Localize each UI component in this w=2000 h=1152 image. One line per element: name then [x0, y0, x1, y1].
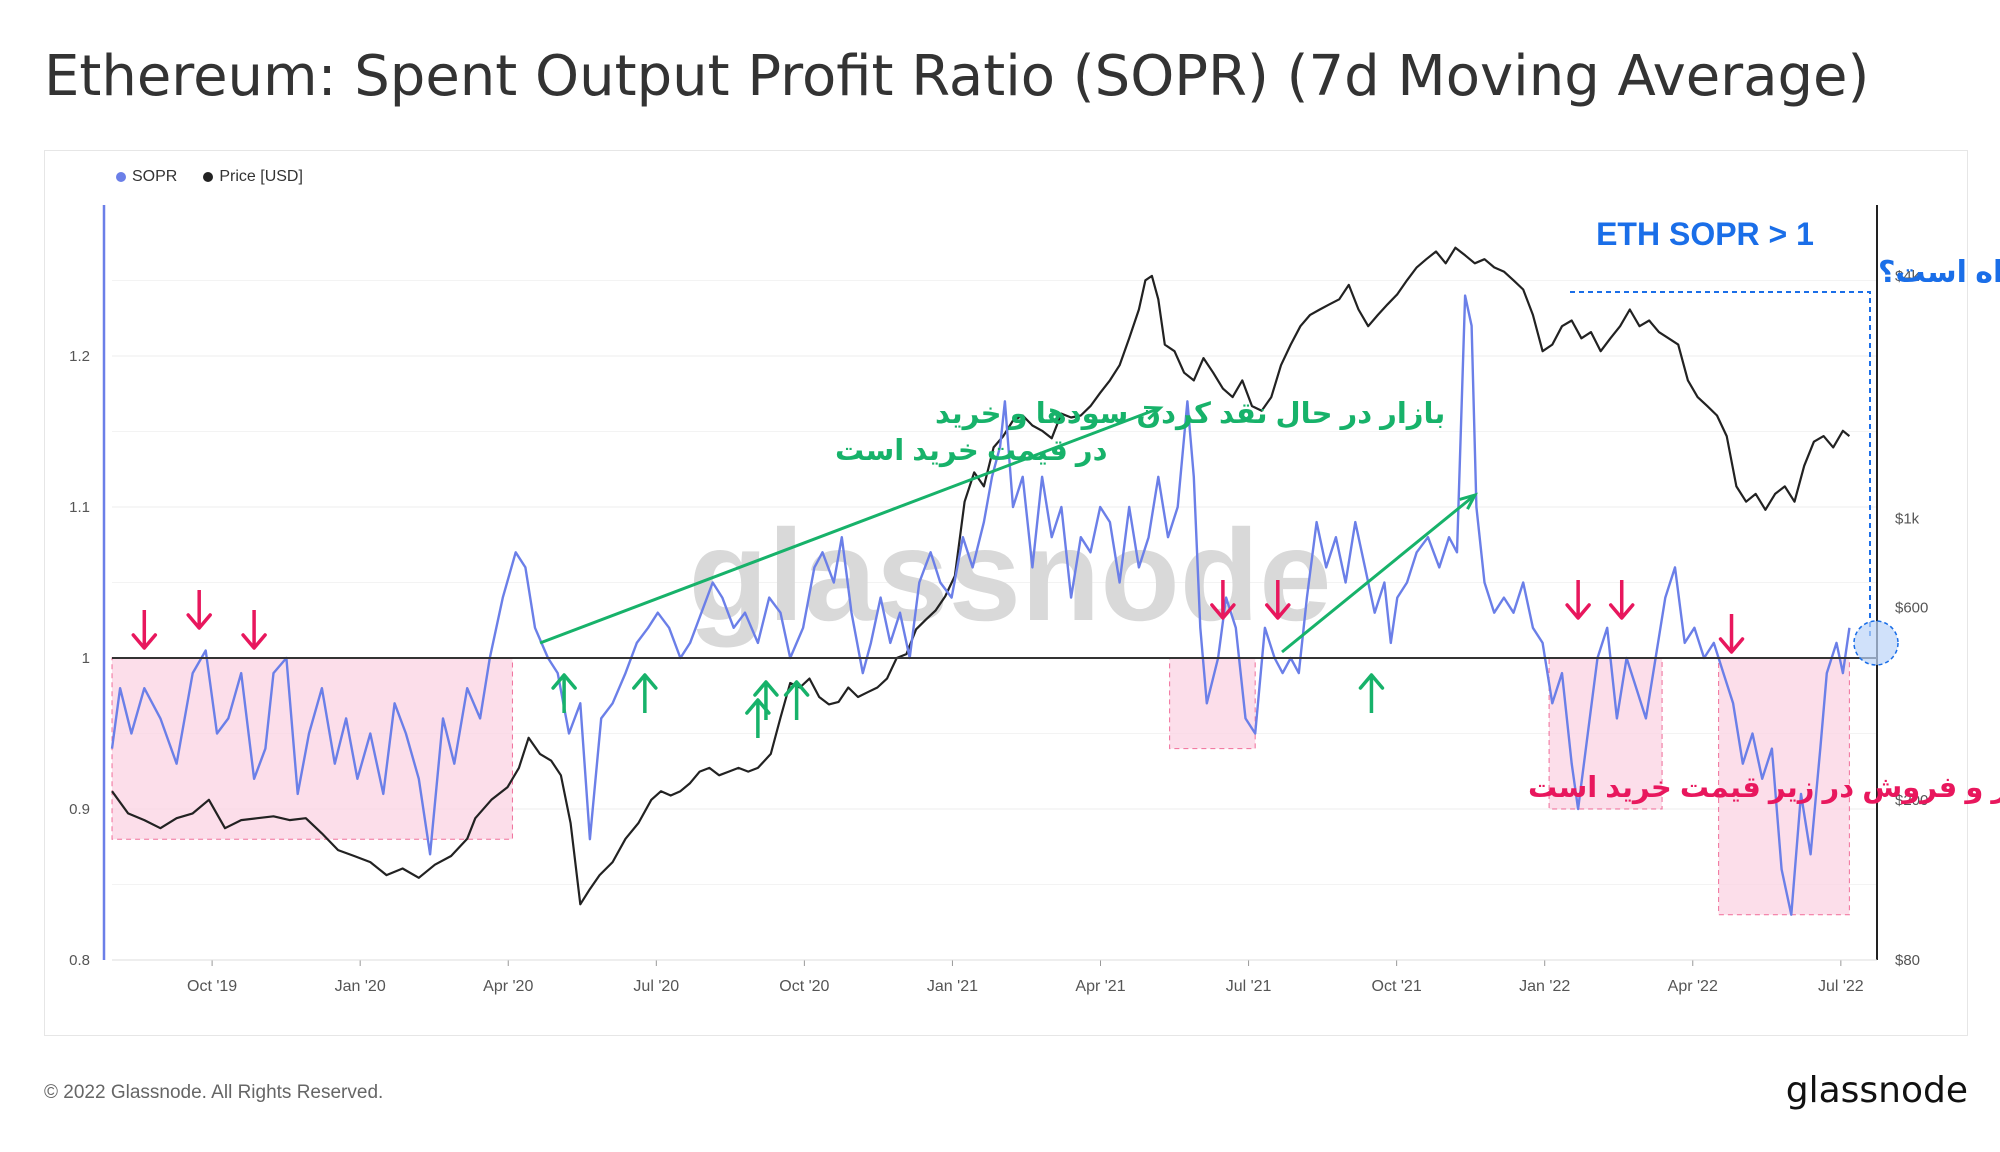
- series-line-price: [111, 246, 1851, 906]
- up-arrow-head: [783, 680, 810, 697]
- x-tick-label: Jan '21: [927, 978, 978, 995]
- glassnode-logo: glassnode: [1785, 1070, 1968, 1111]
- highlight-circle: [1853, 620, 1899, 666]
- page-title: Ethereum: Spent Output Profit Ratio (SOP…: [44, 44, 1870, 109]
- left-tick-label: 1: [82, 650, 90, 667]
- x-tick-label: Jan '22: [1519, 978, 1570, 995]
- down-arrow-head: [131, 633, 158, 650]
- x-tick-label: Apr '20: [483, 978, 533, 995]
- indicator-dashed-line: [1570, 291, 1871, 640]
- annotation-sopr-label: ETH SOPR > 1: [1596, 216, 1814, 252]
- right-tick-label: $80: [1895, 952, 1920, 969]
- copyright: © 2022 Glassnode. All Rights Reserved.: [44, 1082, 384, 1103]
- down-arrow-head: [241, 633, 267, 650]
- annotation-loss: بازار در حال نقد کردن ضرر و فروش در زیر …: [1528, 772, 2000, 804]
- left-tick-label: 0.9: [69, 801, 90, 818]
- down-arrow-head: [186, 613, 212, 630]
- x-tick-label: Jul '21: [1226, 978, 1272, 995]
- right-tick-label: $600: [1895, 600, 1928, 617]
- annotation-question: آیا تغییر روند در راه است؟: [1878, 253, 2000, 290]
- left-tick-label: 1.1: [69, 499, 90, 516]
- down-arrow-head: [1718, 637, 1745, 654]
- x-tick-label: Jul '22: [1818, 978, 1864, 995]
- loss-zone: [1718, 657, 1850, 916]
- right-tick-label: $200: [1895, 792, 1928, 809]
- annotation-profit-line2: در قیمت خرید است: [835, 435, 1107, 467]
- legend-item-sopr[interactable]: SOPR: [116, 168, 177, 186]
- down-arrow-head: [1265, 603, 1291, 620]
- right-tick-label: $4k: [1895, 268, 1920, 285]
- x-tick-label: Apr '21: [1075, 978, 1125, 995]
- x-tick-label: Oct '20: [779, 978, 829, 995]
- up-arrow-head: [1358, 673, 1385, 690]
- trend-arrow: [1281, 493, 1476, 654]
- up-arrow-head: [551, 673, 577, 690]
- series-line-sopr: [110, 294, 1851, 916]
- left-tick-label: 1.2: [69, 348, 90, 365]
- x-tick-label: Apr '22: [1668, 978, 1718, 995]
- loss-zone: [1169, 657, 1256, 750]
- down-arrow-head: [1210, 603, 1236, 620]
- x-tick-label: Oct '19: [187, 978, 237, 995]
- trend-arrow-head: [1143, 405, 1164, 421]
- x-tick-label: Jul '20: [633, 978, 679, 995]
- x-tick-label: Jan '20: [335, 978, 386, 995]
- watermark: glassnode: [689, 502, 1332, 648]
- up-arrow-head: [632, 673, 658, 690]
- chart-panel: [44, 150, 1968, 1036]
- up-arrow-head: [753, 680, 779, 697]
- chart-legend: SOPR Price [USD]: [116, 168, 303, 186]
- left-tick-label: 0.8: [69, 952, 90, 969]
- down-arrow-head: [1565, 603, 1591, 620]
- down-arrow-head: [1608, 603, 1635, 620]
- trend-arrow-head: [1459, 492, 1478, 510]
- legend-item-price[interactable]: Price [USD]: [203, 168, 303, 186]
- trend-arrow: [539, 406, 1161, 645]
- right-tick-label: $1k: [1895, 510, 1920, 527]
- x-tick-label: Oct '21: [1372, 978, 1422, 995]
- annotation-profit-line1: بازار در حال نقد کردن سودها و خرید: [935, 398, 1445, 430]
